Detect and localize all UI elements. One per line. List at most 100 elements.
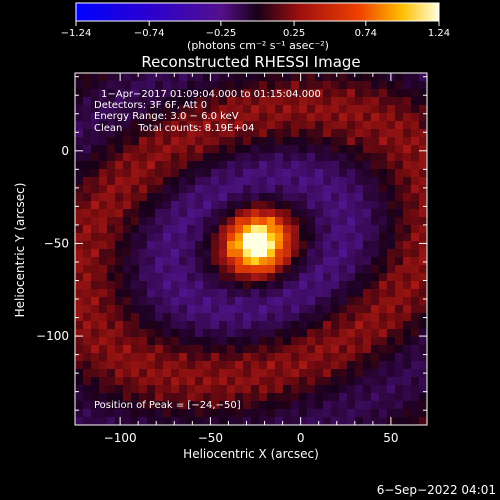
heatmap-cell bbox=[107, 313, 116, 322]
heatmap-cell bbox=[115, 233, 124, 242]
heatmap-cell bbox=[323, 129, 332, 138]
heatmap-cell bbox=[307, 305, 316, 314]
heatmap-cell bbox=[331, 193, 340, 202]
heatmap-cell bbox=[83, 337, 92, 346]
heatmap-cell bbox=[315, 169, 324, 178]
heatmap-cell bbox=[203, 321, 212, 330]
heatmap-cell bbox=[419, 329, 427, 338]
heatmap-cell bbox=[131, 145, 140, 154]
heatmap-cell bbox=[139, 137, 148, 146]
heatmap-cell bbox=[235, 233, 244, 242]
heatmap-cell bbox=[91, 281, 100, 290]
heatmap-cell bbox=[187, 105, 196, 114]
heatmap-cell bbox=[339, 305, 348, 314]
heatmap-cell bbox=[131, 105, 140, 114]
heatmap-cell bbox=[131, 241, 140, 250]
heatmap-cell bbox=[299, 273, 308, 282]
heatmap-cell bbox=[395, 89, 404, 98]
heatmap-cell bbox=[83, 385, 92, 394]
heatmap-cell bbox=[291, 305, 300, 314]
heatmap-cell bbox=[291, 265, 300, 274]
heatmap-cell bbox=[267, 329, 276, 338]
heatmap-cell bbox=[363, 313, 372, 322]
heatmap-cell bbox=[315, 281, 324, 290]
heatmap-cell bbox=[259, 161, 268, 170]
heatmap-cell bbox=[371, 321, 380, 330]
heatmap-cell bbox=[163, 225, 172, 234]
heatmap-cell bbox=[163, 161, 172, 170]
heatmap-cell bbox=[83, 169, 92, 178]
heatmap-cell bbox=[315, 337, 324, 346]
heatmap-cell bbox=[75, 137, 84, 146]
heatmap-cell bbox=[147, 353, 156, 362]
heatmap-cell bbox=[83, 233, 92, 242]
heatmap-cell bbox=[275, 241, 284, 250]
heatmap-cell bbox=[243, 153, 252, 162]
heatmap-cell bbox=[155, 393, 164, 402]
heatmap-cell bbox=[331, 113, 340, 122]
heatmap-cell bbox=[163, 385, 172, 394]
heatmap-cell bbox=[163, 265, 172, 274]
heatmap-cell bbox=[147, 209, 156, 218]
heatmap-cell bbox=[155, 153, 164, 162]
heatmap-cell bbox=[267, 113, 276, 122]
heatmap-cell bbox=[203, 385, 212, 394]
heatmap-cell bbox=[355, 281, 364, 290]
heatmap-cell bbox=[123, 297, 132, 306]
heatmap-cell bbox=[331, 385, 340, 394]
heatmap-cell bbox=[115, 161, 124, 170]
heatmap-cell bbox=[179, 145, 188, 154]
heatmap-cell bbox=[387, 225, 396, 234]
heatmap-cell bbox=[307, 217, 316, 226]
heatmap-cell bbox=[219, 377, 228, 386]
heatmap-cell bbox=[315, 233, 324, 242]
heatmap-cell bbox=[251, 185, 260, 194]
heatmap-cell bbox=[411, 313, 420, 322]
heatmap-cell bbox=[139, 313, 148, 322]
annotation-time-range: 1−Apr−2017 01:09:04.000 to 01:15:04.000 bbox=[101, 89, 321, 100]
heatmap-cell bbox=[195, 161, 204, 170]
heatmap-cell bbox=[395, 177, 404, 186]
heatmap-cell bbox=[339, 81, 348, 90]
heatmap-cell bbox=[275, 297, 284, 306]
heatmap-cell bbox=[283, 161, 292, 170]
heatmap-cell bbox=[115, 313, 124, 322]
heatmap-cell bbox=[75, 97, 84, 106]
heatmap-cell bbox=[99, 129, 108, 138]
heatmap-cell bbox=[411, 209, 420, 218]
heatmap-cell bbox=[379, 241, 388, 250]
heatmap-cell bbox=[411, 73, 420, 82]
heatmap-cell bbox=[219, 313, 228, 322]
heatmap-cell bbox=[275, 177, 284, 186]
heatmap-cell bbox=[107, 169, 116, 178]
heatmap-cell bbox=[331, 377, 340, 386]
heatmap-cell bbox=[275, 409, 284, 418]
heatmap-cell bbox=[299, 297, 308, 306]
heatmap-cell bbox=[115, 417, 124, 425]
heatmap-cell bbox=[307, 209, 316, 218]
heatmap-cell bbox=[363, 265, 372, 274]
heatmap-cell bbox=[243, 73, 252, 82]
heatmap-cell bbox=[147, 185, 156, 194]
heatmap-cell bbox=[419, 121, 427, 130]
heatmap-cell bbox=[267, 289, 276, 298]
heatmap-cell bbox=[131, 249, 140, 258]
heatmap-cell bbox=[171, 185, 180, 194]
heatmap-cell bbox=[411, 321, 420, 330]
heatmap-cell bbox=[323, 369, 332, 378]
heatmap-cell bbox=[403, 289, 412, 298]
heatmap-cell bbox=[323, 257, 332, 266]
heatmap-cell bbox=[187, 417, 196, 425]
heatmap-cell bbox=[243, 393, 252, 402]
heatmap-cell bbox=[371, 337, 380, 346]
heatmap-cell bbox=[403, 265, 412, 274]
heatmap-cell bbox=[411, 145, 420, 154]
heatmap-cell bbox=[363, 257, 372, 266]
heatmap-cell bbox=[315, 153, 324, 162]
heatmap-cell bbox=[387, 185, 396, 194]
heatmap-cell bbox=[347, 265, 356, 274]
heatmap-cell bbox=[395, 409, 404, 418]
heatmap-cell bbox=[307, 153, 316, 162]
heatmap-cell bbox=[243, 369, 252, 378]
heatmap-cell bbox=[211, 329, 220, 338]
